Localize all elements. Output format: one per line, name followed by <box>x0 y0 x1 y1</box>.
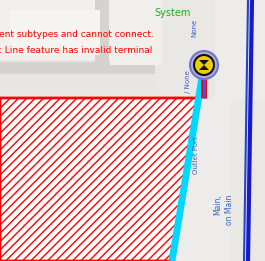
Bar <box>230 100 265 261</box>
Circle shape <box>190 51 218 79</box>
Polygon shape <box>199 65 209 70</box>
Bar <box>0 0 155 95</box>
Bar <box>0 62 155 74</box>
Bar <box>0 0 120 60</box>
Text: : Line feature has invalid terminal: : Line feature has invalid terminal <box>0 46 152 55</box>
Text: System: System <box>155 8 191 18</box>
Text: Outlet Port: Outlet Port <box>193 136 199 174</box>
Text: on Main: on Main <box>224 195 233 225</box>
Text: ent subtypes and cannot connect.: ent subtypes and cannot connect. <box>0 30 154 39</box>
Bar <box>10 10 100 55</box>
Bar <box>110 0 162 65</box>
Polygon shape <box>199 60 209 65</box>
Bar <box>95 0 109 65</box>
Bar <box>172 100 222 261</box>
Bar <box>0 0 265 100</box>
Text: Main,: Main, <box>214 194 223 215</box>
Bar <box>215 0 265 261</box>
Text: / None: / None <box>185 70 191 93</box>
Circle shape <box>194 55 214 75</box>
Text: None: None <box>191 19 197 37</box>
Polygon shape <box>0 98 198 261</box>
